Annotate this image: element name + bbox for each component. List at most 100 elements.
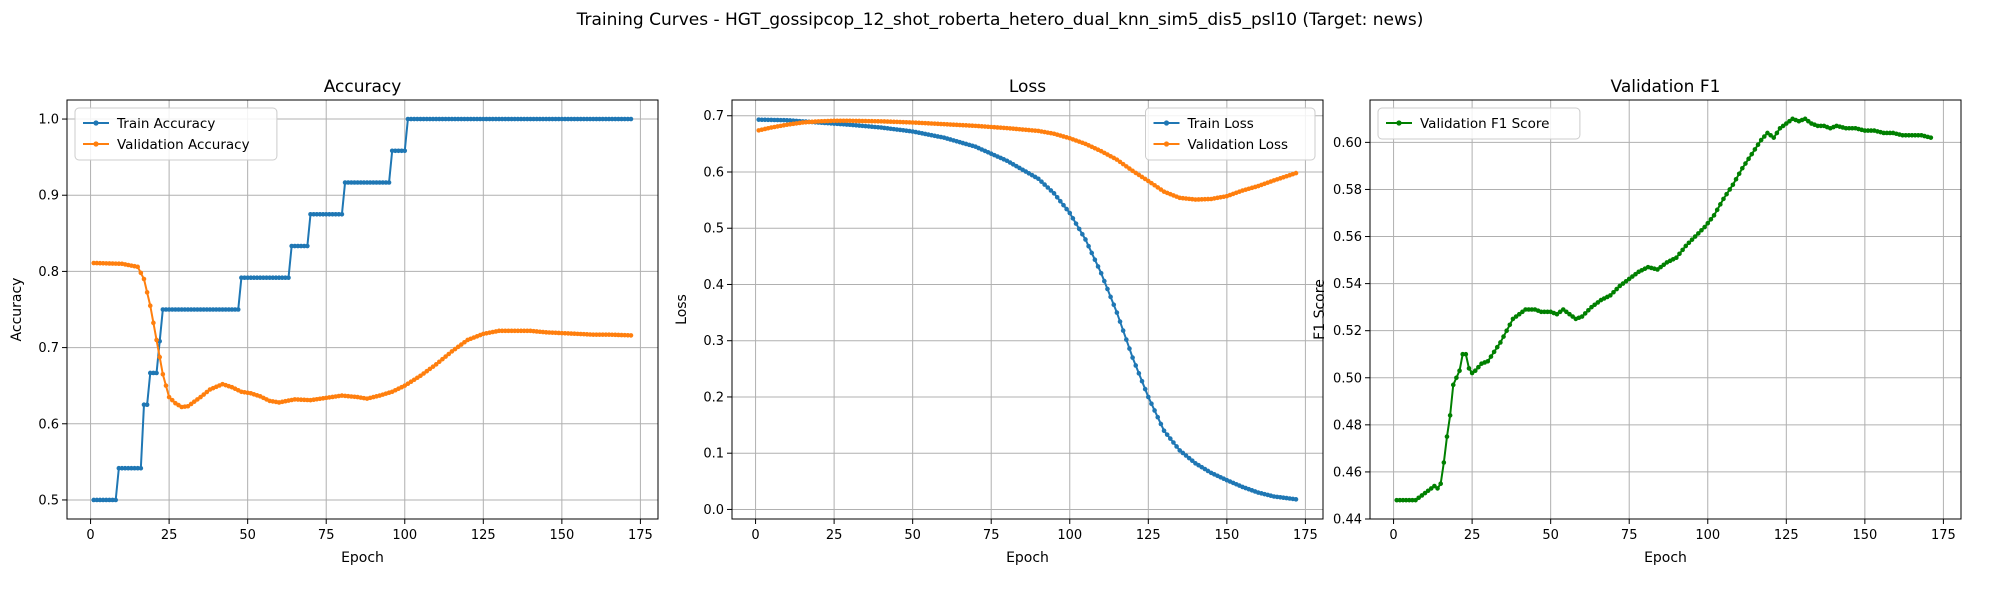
train-loss-point <box>1089 250 1095 256</box>
loss-xlabel: Epoch <box>1006 550 1049 566</box>
accuracy-xlabel: Epoch <box>341 550 384 566</box>
legend-swatch-marker <box>1163 120 1170 126</box>
train-loss-point <box>1155 414 1161 420</box>
validation-f1-score-point <box>1579 314 1585 319</box>
validation-f1-score-point <box>1721 196 1726 202</box>
validation-f1-score-point <box>1491 349 1497 355</box>
accuracy-xtick-label: 125 <box>471 528 496 543</box>
train-loss-point <box>1070 216 1076 221</box>
validation-f1-score-point <box>1507 322 1513 328</box>
validation-f1-score-point <box>1435 486 1440 491</box>
train-accuracy-point <box>103 497 109 503</box>
accuracy-ytick-label: 0.9 <box>38 189 59 204</box>
validation-f1-score-point <box>1777 125 1783 131</box>
train-accuracy-point <box>490 116 496 122</box>
legend-entry-label: Validation Loss <box>1188 137 1289 153</box>
validation-f1-ytick-label: 0.44 <box>1333 513 1362 528</box>
validation-f1-score-point <box>1592 302 1597 308</box>
train-loss-point <box>1102 278 1107 284</box>
accuracy-axes-frame <box>66 99 659 520</box>
train-loss-point <box>1073 221 1079 226</box>
validation-f1-score-point <box>1554 311 1560 317</box>
validation-f1-score-series <box>1394 116 1934 503</box>
train-loss-point <box>1058 198 1063 204</box>
validation-f1-score-point <box>1447 413 1453 418</box>
loss-ytick-label: 0.7 <box>703 109 724 124</box>
train-loss-point <box>1054 195 1060 200</box>
train-loss-series <box>756 117 1299 502</box>
validation-accuracy-point <box>166 394 172 400</box>
train-loss-point <box>1146 394 1151 400</box>
validation-f1-score-point <box>1485 358 1491 364</box>
validation-f1-xtick-label: 75 <box>1621 528 1638 543</box>
train-accuracy-point <box>408 116 414 122</box>
validation-f1-xtick-label: 150 <box>1852 528 1877 543</box>
validation-f1-score-point <box>1774 130 1780 136</box>
validation-f1-ytick-label: 0.56 <box>1333 230 1362 245</box>
train-accuracy-point <box>345 180 351 185</box>
legend-entry-label: Validation F1 Score <box>1420 116 1549 132</box>
validation-f1-score-point <box>1595 300 1601 305</box>
accuracy-ytick-label: 0.5 <box>38 493 59 508</box>
train-accuracy-point <box>298 243 304 249</box>
validation-accuracy-point <box>440 356 445 362</box>
train-loss-point <box>1164 432 1170 437</box>
accuracy-xtick-label: 150 <box>549 528 574 543</box>
validation-f1-score-point <box>1617 283 1623 289</box>
train-loss-point <box>1142 386 1148 392</box>
loss-axes-frame <box>731 99 1324 520</box>
validation-f1-score-point <box>1570 314 1575 319</box>
train-accuracy-point <box>135 465 140 471</box>
loss-ytick-label: 0.0 <box>703 503 724 518</box>
validation-f1-axes-frame <box>1369 99 1962 520</box>
validation-f1-score-point <box>1787 118 1792 124</box>
validation-f1-score-point <box>1626 276 1632 282</box>
validation-f1-score-point <box>1752 147 1758 152</box>
validation-f1-score-point <box>1557 309 1563 315</box>
validation-loss-point <box>1293 170 1299 176</box>
accuracy-ytick-label: 0.6 <box>38 417 59 432</box>
validation-f1-score-point <box>1441 460 1447 465</box>
train-loss-point <box>1183 453 1189 458</box>
validation-f1-score-point <box>1463 351 1469 357</box>
validation-f1-score-point <box>1683 243 1689 249</box>
train-accuracy-point <box>330 211 335 217</box>
train-loss-point <box>1108 294 1113 300</box>
train-loss-point <box>1036 176 1041 182</box>
validation-accuracy-point <box>521 328 527 334</box>
validation-f1-score-point <box>1416 495 1421 501</box>
loss-legend: Train Loss Validation Loss <box>1145 107 1316 161</box>
validation-f1-score-point <box>1686 240 1692 246</box>
validation-f1-score-point <box>1702 224 1707 230</box>
train-accuracy-point <box>154 370 159 376</box>
train-loss-point <box>1120 328 1126 333</box>
train-loss-point <box>1117 319 1123 324</box>
train-accuracy-point <box>264 275 269 281</box>
validation-f1-ytick-label: 0.48 <box>1333 418 1362 433</box>
validation-loss-point <box>831 118 837 124</box>
train-accuracy-point <box>235 307 241 312</box>
validation-f1-score-point <box>1466 366 1472 371</box>
validation-accuracy-point <box>154 337 159 343</box>
validation-f1-score-point <box>1711 213 1717 218</box>
legend-swatch-marker <box>1163 141 1170 147</box>
validation-f1-score-point <box>1457 368 1462 374</box>
train-accuracy-point <box>506 116 511 122</box>
accuracy-grid <box>67 100 658 519</box>
train-accuracy-point <box>305 243 310 249</box>
train-accuracy-point <box>427 116 433 122</box>
loss-xtick-label: 0 <box>751 528 759 543</box>
validation-f1-score-point <box>1614 286 1619 292</box>
legend-entry-label: Validation Accuracy <box>117 137 250 153</box>
validation-f1-score-point <box>1736 171 1742 177</box>
validation-f1-score-point <box>1450 382 1456 388</box>
validation-f1-score-point <box>1928 135 1934 140</box>
validation-accuracy-point <box>138 270 144 276</box>
train-loss-point <box>1086 243 1091 249</box>
validation-accuracy-point <box>151 320 156 326</box>
train-loss-point <box>1158 421 1164 427</box>
validation-f1-ytick-label: 0.50 <box>1333 371 1362 386</box>
validation-f1-score-point <box>1765 130 1770 136</box>
train-loss-point <box>1076 226 1082 232</box>
validation-f1-score-point <box>1520 309 1525 315</box>
